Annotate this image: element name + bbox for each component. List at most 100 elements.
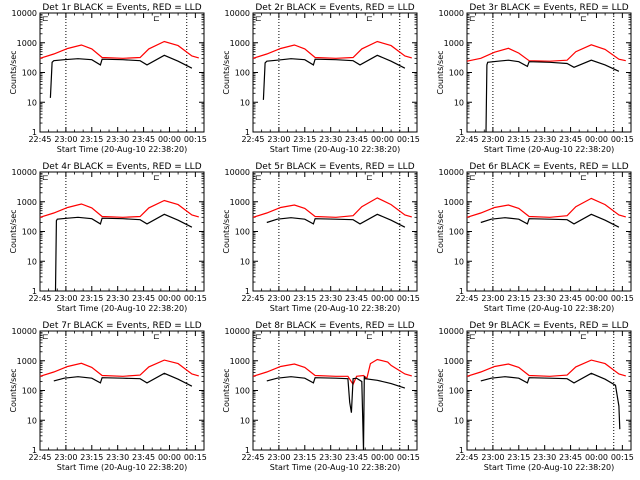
- x-tick-label: 22:45: [241, 294, 264, 303]
- corner-mark-right: ⊏: [153, 173, 160, 182]
- x-tick-label: 23:45: [559, 294, 582, 303]
- x-tick-label: 23:45: [132, 453, 155, 462]
- plot-frame: [466, 12, 632, 133]
- x-tick-label: 23:45: [345, 135, 368, 144]
- x-tick-label: 23:30: [106, 294, 129, 303]
- x-tick-label: 00:15: [184, 135, 207, 144]
- series-events-line: [266, 213, 406, 228]
- x-tick-label: 23:45: [559, 135, 582, 144]
- x-tick-label: 23:30: [319, 294, 342, 303]
- y-tick-label: 10000: [12, 327, 37, 336]
- x-axis-label: Start Time (20-Aug-10 22:38:20): [270, 463, 401, 472]
- series-events-line: [266, 376, 406, 451]
- corner-mark-left: ⊏: [42, 173, 49, 182]
- corner-mark-left: ⊏: [255, 173, 262, 182]
- corner-mark-left: ⊏: [255, 332, 262, 341]
- series-lld-line: [466, 44, 626, 62]
- x-tick-label: 00:15: [397, 294, 420, 303]
- y-tick-label: 1: [32, 287, 37, 296]
- y-tick-label: 10: [240, 98, 250, 107]
- x-tick-label: 23:00: [481, 294, 504, 303]
- x-axis-label: Start Time (20-Aug-10 22:38:20): [484, 145, 615, 154]
- panel-8: Det 8r BLACK = Events, RED = LLD⊏ ⊏ 1 10 100…: [222, 321, 420, 472]
- plot-frame: [252, 171, 418, 292]
- y-tick-label: 1000: [230, 39, 250, 48]
- x-tick-label: 00:00: [371, 294, 394, 303]
- x-tick-label: 23:15: [507, 294, 530, 303]
- x-tick-label: 22:45: [28, 453, 51, 462]
- y-axis-label: Counts/sec: [436, 50, 445, 94]
- panel-3: Det 3r BLACK = Events, RED = LLD⊏ ⊏ 1 10 100…: [436, 3, 634, 154]
- x-tick-label: 22:45: [241, 453, 264, 462]
- series-events-line: [53, 372, 193, 387]
- y-tick-label: 1: [459, 287, 464, 296]
- x-tick-label: 23:00: [267, 294, 290, 303]
- plot-title: Det 1r BLACK = Events, RED = LLD: [42, 3, 201, 13]
- plot-frame: [252, 330, 418, 451]
- x-tick-label: 23:45: [132, 294, 155, 303]
- y-tick-label: 10: [454, 416, 464, 425]
- y-tick-label: 100: [235, 69, 250, 78]
- x-tick-label: 00:15: [611, 453, 634, 462]
- series-lld-line: [466, 197, 626, 218]
- x-tick-label: 23:30: [533, 294, 556, 303]
- plot-frame: [466, 171, 632, 292]
- y-tick-label: 100: [449, 69, 464, 78]
- panel-7: Det 7r BLACK = Events, RED = LLD⊏ ⊏ 1 10 100…: [9, 321, 207, 472]
- x-tick-label: 00:15: [611, 135, 634, 144]
- y-tick-label: 100: [22, 387, 37, 396]
- series-events-line: [485, 59, 620, 133]
- x-tick-label: 00:15: [397, 135, 420, 144]
- x-tick-label: 00:00: [585, 294, 608, 303]
- x-tick-label: 23:45: [559, 453, 582, 462]
- plot-title: Det 3r BLACK = Events, RED = LLD: [469, 3, 628, 13]
- x-tick-label: 23:00: [54, 453, 77, 462]
- series-events-line: [49, 54, 193, 98]
- y-tick-label: 10: [240, 257, 250, 266]
- y-tick-label: 100: [235, 228, 250, 237]
- series-events-line: [480, 213, 620, 228]
- plot-frame: [252, 12, 418, 133]
- y-tick-label: 10000: [12, 168, 37, 177]
- y-tick-label: 1: [245, 128, 250, 137]
- x-axis-label: Start Time (20-Aug-10 22:38:20): [270, 145, 401, 154]
- x-axis-label: Start Time (20-Aug-10 22:38:20): [484, 304, 615, 313]
- y-axis-label: Counts/sec: [436, 209, 445, 253]
- plot-title: Det 5r BLACK = Events, RED = LLD: [255, 162, 414, 172]
- y-axis-label: Counts/sec: [222, 209, 231, 253]
- x-tick-label: 00:00: [158, 294, 181, 303]
- y-tick-label: 1: [245, 287, 250, 296]
- y-tick-label: 1000: [444, 357, 464, 366]
- x-tick-label: 23:15: [293, 453, 316, 462]
- plot-title: Det 4r BLACK = Events, RED = LLD: [42, 162, 201, 172]
- x-tick-label: 00:15: [397, 453, 420, 462]
- x-tick-label: 23:00: [54, 294, 77, 303]
- panel-9: Det 9r BLACK = Events, RED = LLD⊏ ⊏ 1 10 100…: [436, 321, 634, 472]
- x-tick-label: 00:15: [184, 294, 207, 303]
- y-tick-label: 1: [459, 128, 464, 137]
- x-tick-label: 23:00: [267, 453, 290, 462]
- corner-mark-left: ⊏: [42, 14, 49, 23]
- panel-2: Det 2r BLACK = Events, RED = LLD⊏ ⊏ 1 10 100…: [222, 3, 420, 154]
- y-tick-label: 1: [32, 128, 37, 137]
- x-tick-label: 22:45: [455, 294, 478, 303]
- x-tick-label: 23:00: [481, 453, 504, 462]
- y-tick-label: 1000: [230, 198, 250, 207]
- x-tick-label: 22:45: [455, 135, 478, 144]
- y-tick-label: 1000: [17, 39, 37, 48]
- y-tick-label: 10000: [225, 327, 250, 336]
- x-tick-label: 23:15: [80, 294, 103, 303]
- x-tick-label: 23:45: [132, 135, 155, 144]
- x-tick-label: 22:45: [28, 294, 51, 303]
- panel-5: Det 5r BLACK = Events, RED = LLD⊏ ⊏ 1 10 100…: [222, 162, 420, 313]
- y-tick-label: 10: [240, 416, 250, 425]
- y-tick-label: 1: [459, 446, 464, 455]
- y-tick-label: 1000: [444, 39, 464, 48]
- series-lld-line: [252, 40, 412, 59]
- x-tick-label: 23:15: [293, 135, 316, 144]
- corner-mark-right: ⊏: [580, 173, 587, 182]
- x-tick-label: 23:15: [293, 294, 316, 303]
- x-tick-label: 23:15: [80, 453, 103, 462]
- corner-mark-left: ⊏: [469, 332, 476, 341]
- y-tick-label: 1: [32, 446, 37, 455]
